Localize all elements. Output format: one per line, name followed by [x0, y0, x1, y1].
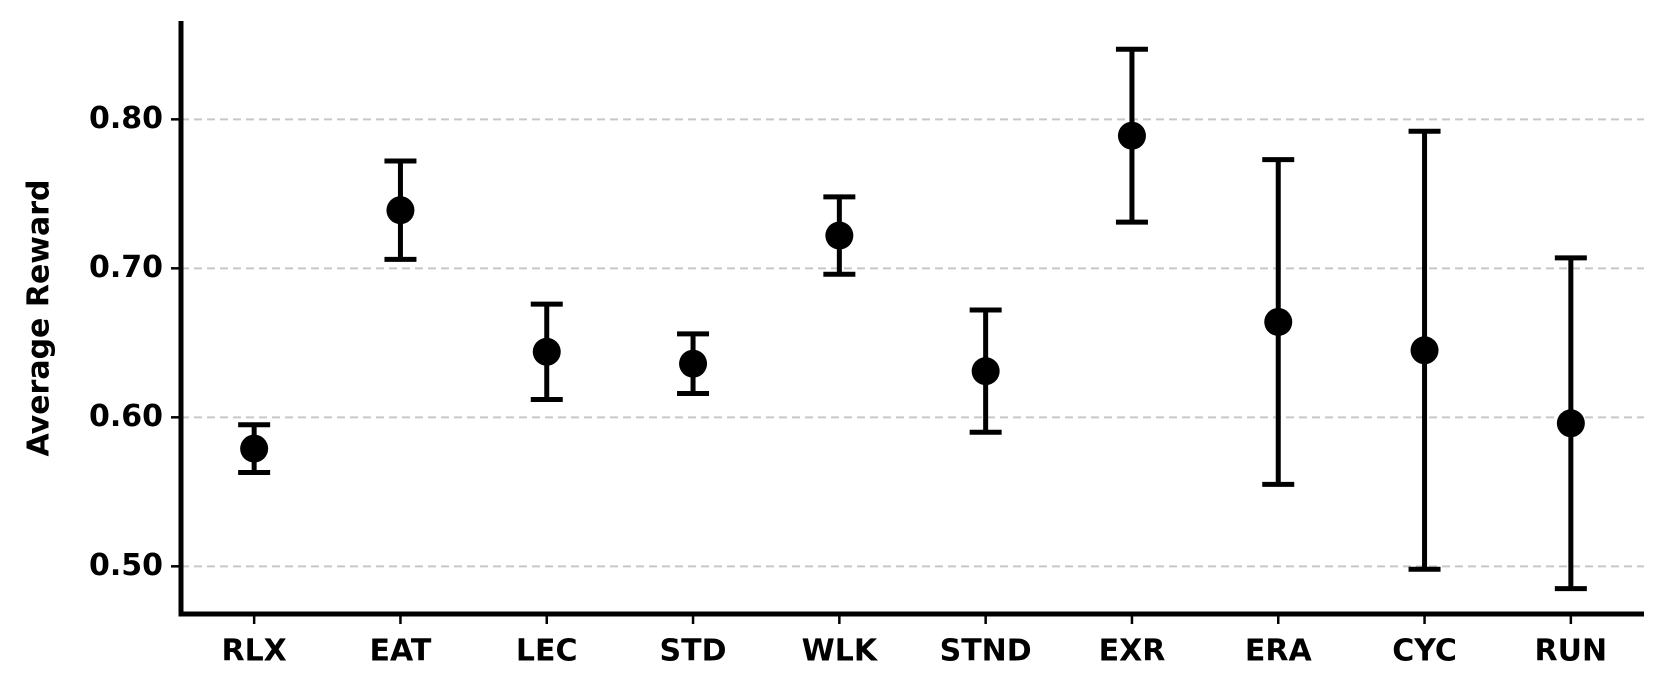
x-tick-label: STD	[660, 634, 727, 669]
point	[240, 434, 269, 463]
y-axis-label: Average Reward	[22, 179, 57, 456]
point	[1117, 121, 1146, 150]
x-tick-label: WLK	[802, 634, 879, 669]
point	[679, 349, 708, 378]
point	[386, 196, 415, 225]
point	[532, 337, 561, 366]
point	[971, 357, 1000, 386]
point	[1410, 336, 1439, 365]
x-tick-label: EAT	[370, 634, 432, 669]
x-tick-label: EXR	[1099, 634, 1166, 669]
y-tick-label: 0.80	[89, 101, 163, 136]
y-tick-label: 0.50	[89, 548, 163, 583]
x-tick-label: RLX	[221, 634, 286, 669]
y-tick-label: 0.70	[89, 250, 163, 285]
x-tick-label: CYC	[1392, 634, 1457, 669]
x-tick-label: ERA	[1245, 634, 1313, 669]
x-tick-label: LEC	[516, 634, 578, 669]
point	[825, 221, 854, 250]
x-tick-label: STND	[940, 634, 1032, 669]
point	[1264, 307, 1293, 336]
point	[1556, 409, 1585, 438]
y-tick-label: 0.60	[89, 399, 163, 434]
x-tick-label: RUN	[1535, 634, 1608, 669]
